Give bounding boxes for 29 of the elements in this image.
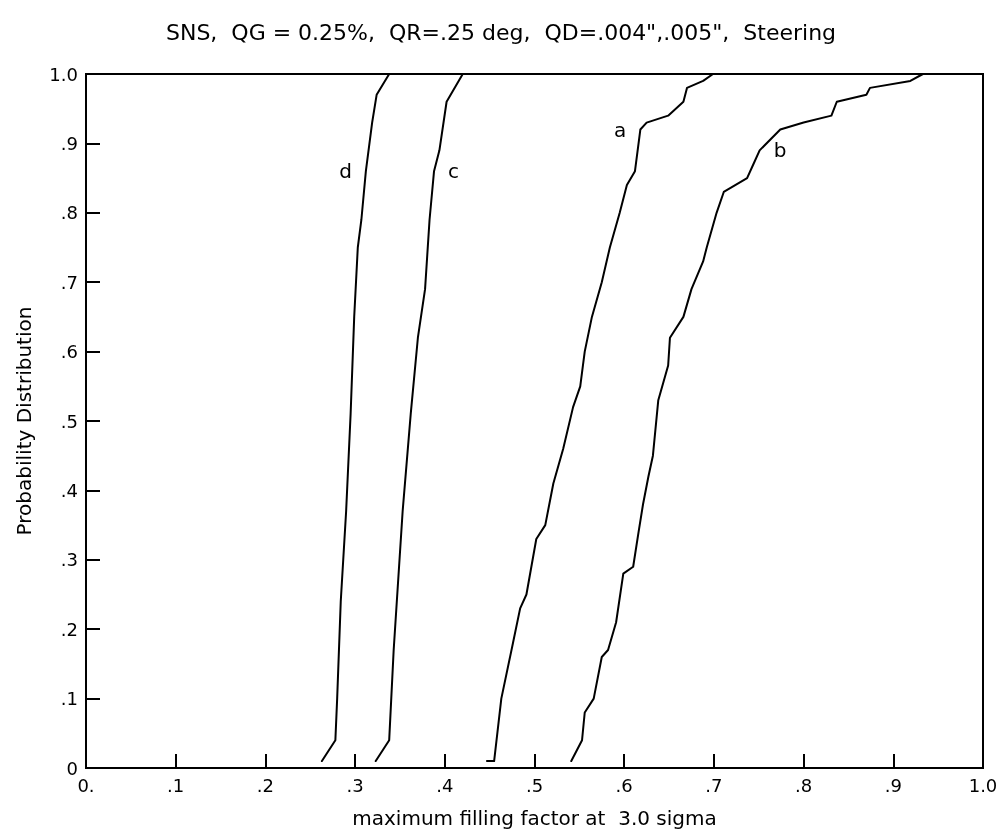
- x-tick-label: .1: [167, 774, 185, 796]
- y-tick-label: .6: [60, 341, 78, 363]
- x-tick-label: .2: [256, 774, 274, 796]
- y-axis-title: Probability Distribution: [12, 306, 36, 536]
- y-tick-label: .1: [60, 688, 78, 710]
- chart-title: SNS, QG = 0.25%, QR=.25 deg, QD=.004",.005", Steering: [165, 19, 837, 45]
- x-tick-label: .5: [525, 774, 544, 796]
- series-label: b: [773, 138, 787, 163]
- series-label: d: [339, 159, 352, 184]
- series-label: c: [448, 159, 460, 184]
- y-tick-label: .7: [60, 271, 78, 293]
- y-tick-label: .4: [60, 479, 78, 501]
- x-tick-label: .8: [795, 774, 813, 796]
- y-tick-label: .5: [60, 410, 78, 432]
- series-label: a: [614, 117, 627, 142]
- x-axis-title: maximum filling factor at 3.0 sigma: [352, 806, 717, 830]
- y-tick-label: .3: [60, 549, 78, 571]
- x-tick-label: 0.: [77, 774, 95, 796]
- x-tick-label: 1.0: [968, 774, 998, 796]
- x-tick-label: .3: [346, 774, 364, 796]
- y-tick-label: .8: [60, 202, 78, 224]
- y-tick-label: 0: [66, 757, 78, 779]
- y-tick-label: .2: [60, 618, 78, 640]
- y-tick-label: .9: [60, 132, 78, 154]
- x-tick-label: .9: [884, 774, 902, 796]
- x-tick-label: .7: [705, 774, 723, 796]
- x-tick-label: .6: [615, 774, 633, 796]
- x-tick-label: .4: [436, 774, 454, 796]
- y-tick-label: 1.0: [49, 63, 78, 85]
